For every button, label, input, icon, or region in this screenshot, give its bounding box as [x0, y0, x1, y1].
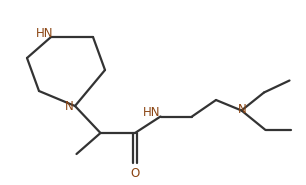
Text: O: O — [130, 167, 140, 180]
Text: N: N — [65, 100, 74, 113]
Text: HN: HN — [36, 27, 53, 40]
Text: HN: HN — [143, 106, 161, 119]
Text: N: N — [238, 102, 246, 115]
